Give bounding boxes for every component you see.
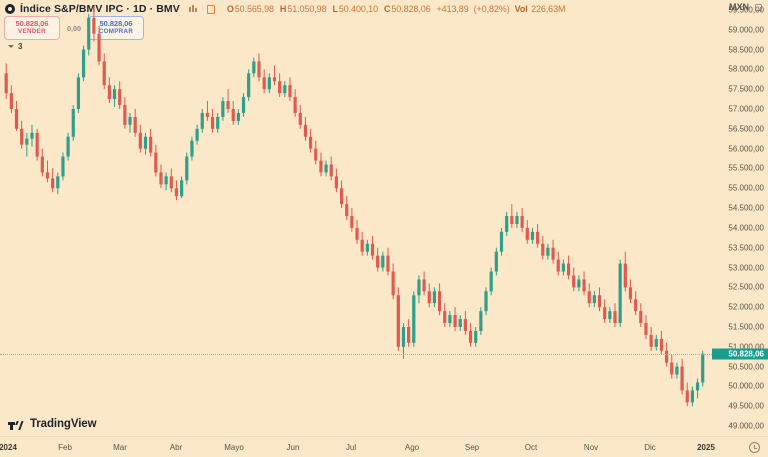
price-axis-tick: 55.500,00: [728, 163, 764, 173]
price-axis-tick: 50.500,00: [728, 362, 764, 372]
sell-label: VENDER: [18, 28, 46, 36]
close-value: 50.828,06: [391, 4, 431, 14]
price-axis-tick: 51.500,00: [728, 322, 764, 332]
change-percent: (+0,82%): [473, 4, 510, 14]
candlestick-series: [4, 5, 705, 407]
flag-marker-icon[interactable]: [206, 4, 215, 14]
price-axis-tick: 51.000,00: [728, 342, 764, 352]
tradingview-name: TradingView: [30, 418, 97, 430]
sell-button[interactable]: 50.828,06 VENDER: [4, 16, 60, 40]
price-axis-tick: 49.000,00: [728, 421, 764, 431]
currency-label: MXN: [729, 2, 749, 12]
time-axis-tick: 2024: [0, 443, 17, 452]
price-axis[interactable]: 59.500,00 59.000,00 58.500,00 58.000,00 57.5…: [712, 0, 768, 436]
ohlc-values: O50.565,98 H51.050,98 L50.400,10 C50.828,06…: [227, 4, 567, 14]
price-axis-tick: 59.500,00: [728, 5, 764, 15]
volume-value: 226,63M: [531, 4, 566, 14]
chevron-down-icon[interactable]: [8, 45, 14, 48]
time-axis-tick: Jun: [286, 443, 300, 452]
buy-price: 50.828,06: [99, 19, 133, 29]
time-axis-tick: 2025: [697, 443, 715, 452]
trade-widget: 50.828,06 VENDER 0,00 50.828,06 COMPRAR: [4, 16, 144, 40]
symbol-logo-icon: [5, 4, 15, 14]
price-axis-tick: 55.000,00: [728, 183, 764, 193]
currency-square-icon: [755, 3, 762, 11]
price-axis-tick: 52.500,00: [728, 282, 764, 292]
buy-button[interactable]: 50.828,06 COMPRAR: [88, 16, 144, 40]
time-axis-tick: Oct: [524, 443, 538, 452]
price-axis-tick: 53.500,00: [728, 243, 764, 253]
current-price-line: [0, 353, 712, 355]
spread-value: 0,00: [67, 23, 81, 33]
price-axis-tick: 54.500,00: [728, 203, 764, 213]
volume-label: Vol: [514, 4, 528, 14]
price-axis-tick: 57.500,00: [728, 84, 764, 94]
change-value: +413,89: [436, 4, 469, 14]
time-axis-tick: Mayo: [224, 443, 244, 452]
time-axis-tick: Jul: [345, 443, 357, 452]
tradingview-branding: TradingView: [8, 418, 97, 430]
currency-selector[interactable]: MXN: [729, 2, 762, 12]
price-axis-tick: 53.000,00: [728, 263, 764, 273]
price-axis-tick: 57.000,00: [728, 104, 764, 114]
time-axis-tick: Ago: [404, 443, 420, 452]
symbol-title[interactable]: Índice S&P/BMV IPC · 1D · BMV: [20, 3, 180, 15]
chart-topbar: Índice S&P/BMV IPC · 1D · BMV O50.565,98…: [0, 0, 768, 18]
current-price-badge[interactable]: 50.828,06: [712, 348, 768, 360]
candlestick-chart[interactable]: [0, 0, 712, 436]
price-axis-tick: 58.500,00: [728, 45, 764, 55]
buy-label: COMPRAR: [98, 28, 134, 36]
candlestick-type-icon[interactable]: [188, 5, 198, 13]
open-label: O: [226, 4, 234, 14]
sell-price: 50.828,06: [15, 19, 49, 29]
price-axis-tick: 52.000,00: [728, 302, 764, 312]
price-axis-tick: 54.000,00: [728, 223, 764, 233]
low-label: L: [332, 4, 338, 14]
price-axis-tick: 59.000,00: [728, 25, 764, 35]
price-axis-tick: 56.000,00: [728, 144, 764, 154]
time-axis-tick: Nov: [583, 443, 599, 452]
time-axis[interactable]: 2024 Feb Mar Abr Mayo Jun Jul Ago Sep Oct Nov Dic 20…: [0, 436, 768, 457]
open-value: 50.565,98: [234, 4, 274, 14]
high-label: H: [279, 4, 287, 14]
price-axis-tick: 49.500,00: [728, 401, 764, 411]
price-axis-tick: 58.000,00: [728, 64, 764, 74]
close-label: C: [383, 4, 391, 14]
tradingview-logo-icon: [8, 419, 25, 430]
time-axis-tick: Feb: [58, 443, 72, 452]
price-axis-tick: 50.000,00: [728, 381, 764, 391]
high-value: 51.050,98: [287, 4, 327, 14]
time-axis-tick: Dic: [644, 443, 656, 452]
indicator-legend[interactable]: 3: [8, 42, 22, 51]
clock-icon[interactable]: [749, 442, 760, 453]
indicator-value: 3: [18, 42, 23, 51]
time-axis-tick: Abr: [169, 443, 183, 452]
time-axis-tick: Mar: [113, 443, 127, 452]
price-axis-tick: 56.500,00: [728, 124, 764, 134]
low-value: 50.400,10: [338, 4, 378, 14]
time-axis-tick: Sep: [464, 443, 480, 452]
